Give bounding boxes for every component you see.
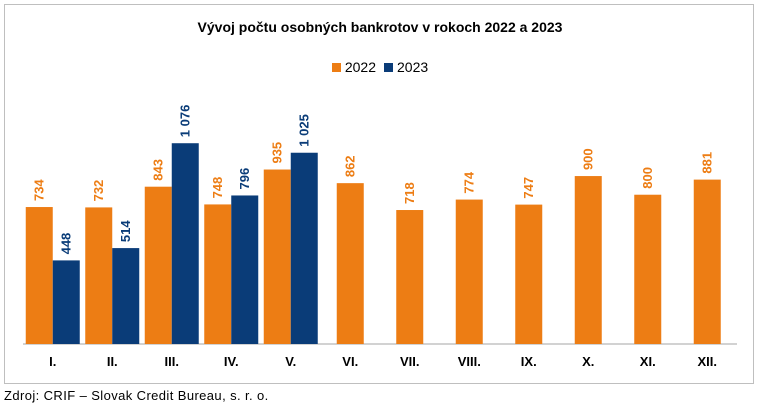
bar-2022-5: [263, 169, 291, 344]
x-tick-label-11: XI.: [640, 354, 656, 369]
bar-2023-4: [231, 195, 259, 344]
data-label-2022-5: 935: [270, 142, 285, 164]
legend-swatch-2022: [331, 62, 341, 72]
bar-2022-8: [455, 199, 483, 344]
data-label-2022-1: 734: [32, 179, 47, 201]
data-label-2022-6: 862: [343, 155, 358, 177]
bar-2023-1: [52, 260, 80, 344]
bar-chart-plot: 734 448 I. 732 514 II. 843 1 076 III. 748 796 IV. 93…: [23, 105, 737, 369]
data-label-2023-3: 1 076: [178, 105, 193, 138]
legend-label-2022: 2022: [344, 59, 376, 75]
legend: 2022 2023: [5, 59, 755, 75]
bar-2022-12: [693, 179, 721, 344]
x-tick-label-4: IV.: [224, 354, 239, 369]
data-label-2022-7: 718: [402, 182, 417, 204]
x-tick-label-9: IX.: [521, 354, 537, 369]
bar-2023-5: [290, 152, 318, 344]
bar-2022-10: [574, 176, 602, 344]
bar-2022-2: [85, 207, 113, 344]
data-label-2022-12: 881: [700, 152, 715, 174]
legend-item-2023: 2023: [384, 59, 428, 75]
data-label-2022-10: 900: [581, 148, 596, 170]
x-tick-label-10: X.: [582, 354, 594, 369]
data-label-2022-4: 748: [210, 177, 225, 199]
legend-item-2022: 2022: [331, 59, 376, 75]
data-label-2022-3: 843: [151, 159, 166, 181]
bar-2022-11: [634, 194, 662, 344]
bar-2023-3: [171, 143, 199, 344]
data-label-2022-9: 747: [521, 177, 536, 199]
x-tick-label-1: I.: [49, 354, 56, 369]
x-tick-label-12: XII.: [697, 354, 717, 369]
bar-2022-7: [396, 210, 424, 344]
data-label-2022-11: 800: [640, 167, 655, 189]
data-label-2023-1: 448: [59, 233, 74, 255]
legend-label-2023: 2023: [397, 59, 429, 75]
chart-frame: Vývoj počtu osobných bankrotov v rokoch …: [4, 4, 754, 384]
source-note: Zdroj: CRIF – Slovak Credit Bureau, s. r…: [4, 388, 269, 403]
x-tick-label-2: II.: [107, 354, 118, 369]
x-tick-label-8: VIII.: [458, 354, 481, 369]
x-tick-label-7: VII.: [400, 354, 420, 369]
bar-2022-6: [336, 183, 364, 344]
bar-2023-2: [112, 248, 140, 344]
bar-2022-1: [25, 207, 53, 344]
data-label-2023-4: 796: [237, 168, 252, 190]
x-tick-label-5: V.: [285, 354, 296, 369]
bar-2022-3: [144, 186, 172, 344]
x-tick-label-3: III.: [165, 354, 179, 369]
data-label-2022-2: 732: [91, 180, 106, 202]
data-label-2023-5: 1 025: [297, 114, 312, 147]
data-label-2023-2: 514: [118, 220, 133, 242]
x-tick-label-6: VI.: [342, 354, 358, 369]
bar-2022-9: [515, 204, 543, 344]
legend-swatch-2023: [384, 62, 393, 72]
data-label-2022-8: 774: [462, 171, 477, 193]
chart-title: Vývoj počtu osobných bankrotov v rokoch …: [197, 19, 563, 35]
bar-2022-4: [204, 204, 232, 344]
